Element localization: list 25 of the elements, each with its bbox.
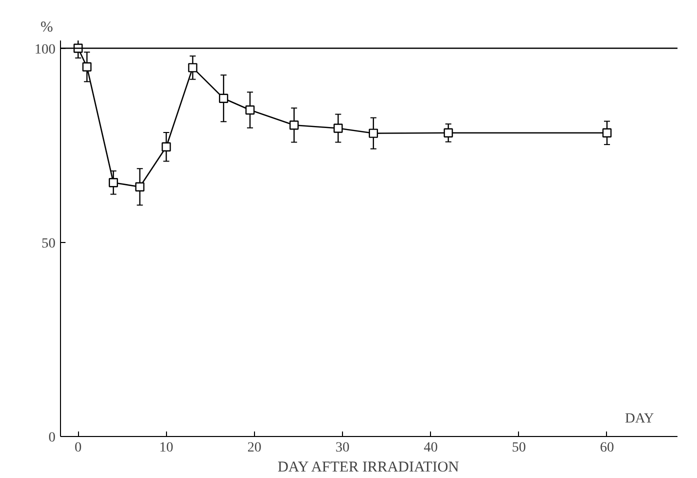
point: [188, 63, 198, 72]
x-tick-label: 0: [74, 440, 82, 456]
point: [602, 128, 612, 138]
y-tick-label: 0: [48, 430, 56, 446]
x-tick-label: 30: [336, 440, 350, 456]
x-tick-label: 10: [159, 440, 174, 456]
point: [289, 120, 299, 130]
annotation: DAY: [624, 412, 654, 426]
y-axis-title: %: [40, 20, 53, 36]
x-tick-label: 40: [424, 440, 438, 456]
x-axis-title: DAY AFTER IRRADIATION: [278, 460, 460, 476]
point: [135, 182, 144, 192]
point: [162, 142, 171, 152]
x-tick-label: 20: [247, 440, 262, 456]
point: [334, 124, 343, 133]
point: [245, 105, 255, 115]
y-tick-label: 100: [34, 42, 56, 58]
x-tick-label: 50: [512, 440, 526, 456]
point: [444, 128, 453, 138]
point: [82, 62, 92, 72]
x-tick-label: 60: [600, 440, 614, 456]
point: [218, 94, 228, 103]
point: [108, 178, 118, 188]
point: [368, 128, 378, 138]
y-tick-label: 50: [42, 236, 56, 252]
